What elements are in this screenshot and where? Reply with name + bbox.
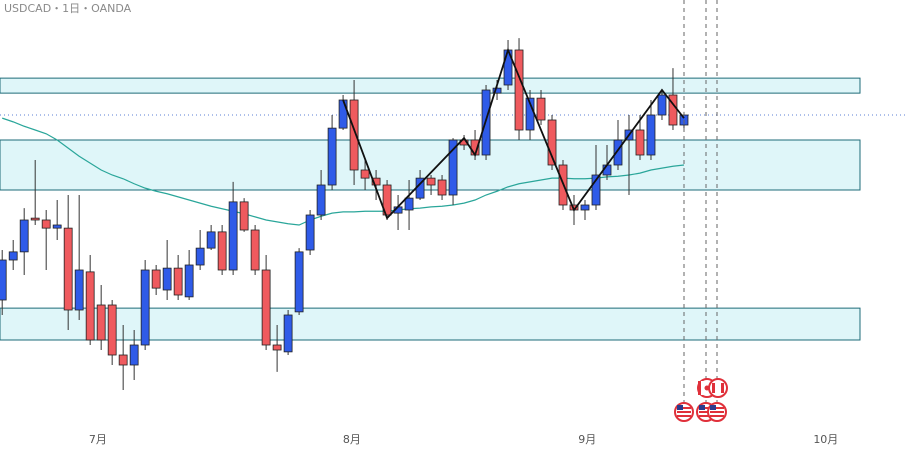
moving-average <box>2 117 685 226</box>
candle-body <box>437 179 447 196</box>
candle-body <box>536 97 546 121</box>
candle-body <box>140 269 150 346</box>
candle-body <box>514 49 524 131</box>
event-markers <box>674 0 728 422</box>
candle-body <box>30 217 40 221</box>
candle-body <box>162 267 172 291</box>
candle-body <box>250 229 260 271</box>
candle-body <box>52 224 62 229</box>
candle-body <box>74 269 84 311</box>
candle-body <box>118 354 128 366</box>
candle-body <box>580 204 590 211</box>
candle-body <box>0 259 7 301</box>
candle-body <box>19 219 29 253</box>
candle-body <box>96 304 106 341</box>
candle-body <box>338 99 348 129</box>
ca-flag[interactable] <box>708 378 728 398</box>
candle-body <box>635 129 645 156</box>
candle-body <box>195 247 205 266</box>
candle-body <box>107 304 117 356</box>
zone <box>0 77 861 94</box>
us-flag[interactable] <box>707 402 727 422</box>
candle-body <box>8 251 18 261</box>
candle-body <box>283 314 293 353</box>
candle-body <box>217 231 227 271</box>
candle-body <box>151 269 161 289</box>
x-tick-label: 7月 <box>89 433 107 446</box>
candle-body <box>327 127 337 186</box>
candle-body <box>646 114 656 156</box>
candle-body <box>63 227 73 311</box>
candle-body <box>85 271 95 341</box>
x-tick-label: 9月 <box>578 433 596 446</box>
candle-body <box>316 184 326 216</box>
chart-title: USDCAD・1日・OANDA <box>4 2 132 15</box>
candle-body <box>272 344 282 351</box>
us-flag[interactable] <box>674 402 694 422</box>
candle-body <box>261 269 271 346</box>
candle-body <box>228 201 238 271</box>
candle-body <box>371 177 381 186</box>
x-tick-label: 8月 <box>343 433 361 446</box>
candle-body <box>239 201 249 231</box>
candle-body <box>41 219 51 229</box>
candle-body <box>294 251 304 313</box>
zigzag <box>342 47 685 220</box>
candle-body <box>382 184 392 216</box>
candle-body <box>173 267 183 296</box>
candle-body <box>657 94 667 116</box>
zones <box>0 77 905 341</box>
candle-body <box>591 174 601 206</box>
candle-body <box>360 169 370 179</box>
plot <box>0 38 689 390</box>
candle-body <box>404 197 414 211</box>
candle-body <box>349 99 359 171</box>
candle-body <box>305 214 315 251</box>
x-tick-label: 10月 <box>813 433 838 446</box>
candle-body <box>547 119 557 166</box>
candle-body <box>426 177 436 186</box>
candle-body <box>613 139 623 166</box>
zone <box>0 307 861 341</box>
candle-body <box>206 231 216 249</box>
candle-body <box>492 87 502 94</box>
candle-body <box>448 139 458 196</box>
candle-body <box>184 264 194 298</box>
candle-body <box>129 344 139 366</box>
